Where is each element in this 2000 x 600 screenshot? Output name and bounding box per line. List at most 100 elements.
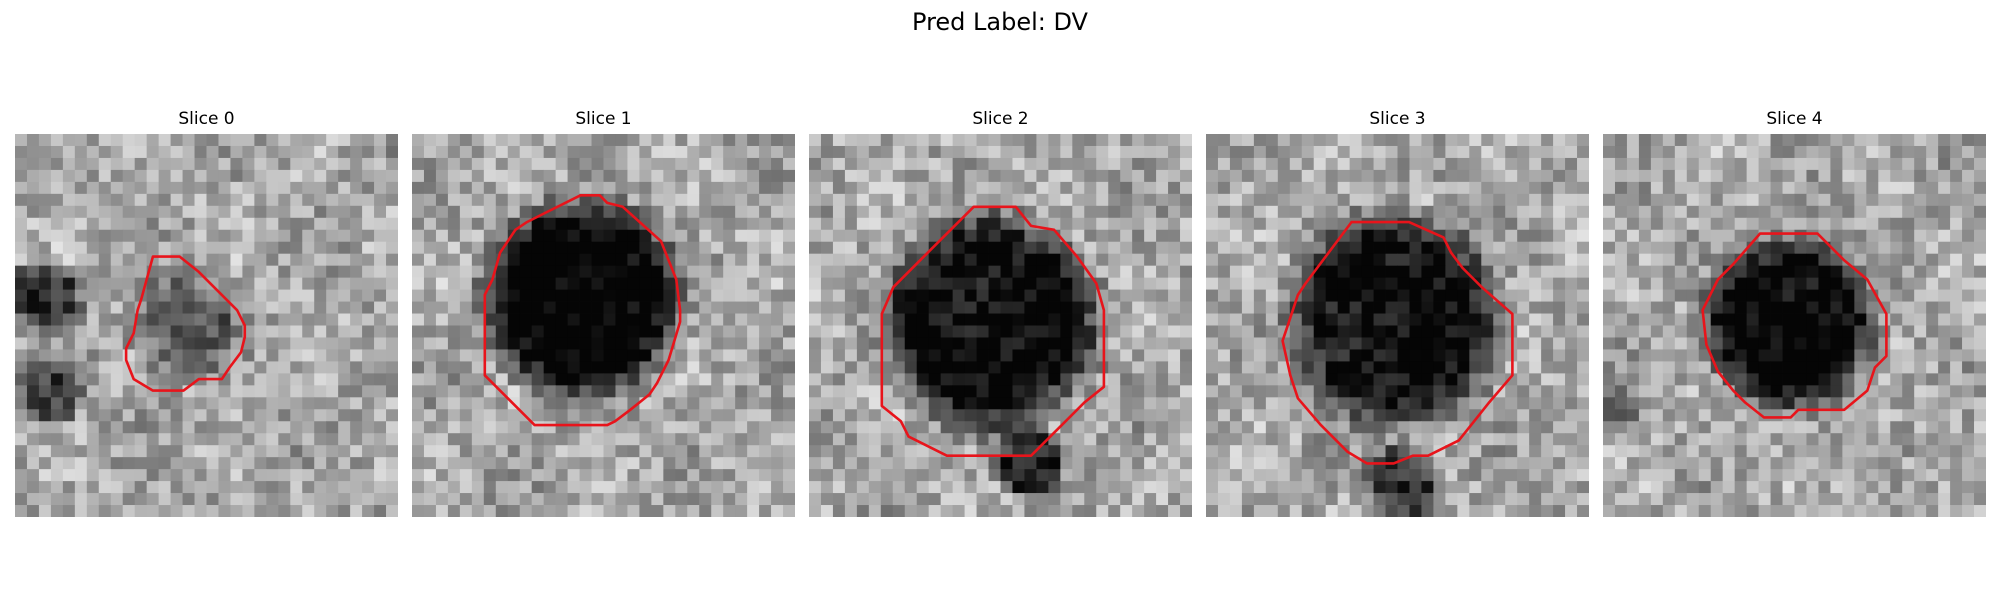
image-pixel (1421, 277, 1434, 290)
image-pixel (1553, 289, 1566, 302)
image-pixel (1397, 205, 1410, 219)
image-pixel (26, 409, 40, 422)
image-pixel (1206, 265, 1219, 279)
image-pixel (1842, 349, 1855, 362)
image-pixel (1770, 373, 1783, 386)
image-pixel (1024, 337, 1037, 350)
image-pixel (230, 241, 243, 255)
image-pixel (1024, 157, 1037, 171)
image-pixel (206, 229, 219, 243)
image-pixel (86, 181, 100, 195)
image-pixel (374, 409, 387, 422)
image-pixel (1734, 181, 1748, 195)
image-pixel (771, 253, 784, 267)
image-pixel (1132, 277, 1145, 290)
image-pixel (1036, 157, 1049, 171)
image-pixel (1108, 445, 1121, 458)
image-pixel (1265, 349, 1279, 362)
image-pixel (1361, 145, 1374, 159)
image-pixel (302, 385, 315, 398)
image-pixel (290, 217, 303, 231)
image-pixel (820, 217, 834, 231)
image-pixel (266, 241, 279, 255)
image-pixel (1217, 157, 1231, 171)
image-pixel (1806, 313, 1819, 326)
image-pixel (567, 469, 580, 482)
image-pixel (459, 169, 473, 183)
image-pixel (1638, 277, 1652, 290)
image-pixel (1565, 409, 1578, 422)
image-pixel (543, 361, 557, 374)
image-pixel (242, 373, 255, 386)
image-pixel (146, 433, 160, 446)
image-pixel (735, 409, 748, 422)
image-pixel (1505, 385, 1518, 398)
image-pixel (1144, 241, 1157, 255)
image-pixel (230, 469, 243, 482)
image-pixel (1373, 229, 1386, 243)
image-pixel (1301, 505, 1315, 517)
image-pixel (218, 457, 231, 470)
image-pixel (687, 493, 700, 506)
image-pixel (1277, 421, 1291, 434)
image-pixel (1168, 397, 1181, 410)
image-pixel (242, 301, 255, 314)
image-pixel (1241, 445, 1255, 458)
image-pixel (783, 229, 795, 243)
image-pixel (1241, 157, 1255, 171)
image-pixel (194, 181, 207, 195)
image-pixel (1265, 505, 1279, 517)
image-pixel (495, 445, 509, 458)
image-pixel (543, 325, 557, 338)
image-pixel (1120, 145, 1133, 159)
image-pixel (447, 325, 461, 338)
image-pixel (1206, 301, 1219, 314)
image-pixel (940, 373, 954, 386)
image-pixel (759, 145, 772, 159)
image-pixel (1686, 325, 1700, 338)
image-pixel (1421, 337, 1434, 350)
image-pixel (988, 193, 1001, 207)
image-pixel (206, 505, 219, 517)
image-pixel (832, 205, 846, 219)
image-pixel (1481, 505, 1494, 517)
image-pixel (1072, 373, 1085, 386)
image-pixel (170, 134, 183, 147)
image-pixel (1974, 313, 1986, 326)
image-pixel (1565, 361, 1578, 374)
image-pixel (1229, 193, 1243, 207)
image-pixel (146, 205, 160, 219)
image-pixel (916, 445, 930, 458)
image-pixel (1036, 241, 1049, 255)
image-pixel (266, 349, 279, 362)
image-pixel (206, 134, 219, 147)
image-pixel (206, 193, 219, 207)
image-pixel (471, 469, 485, 482)
image-pixel (1902, 241, 1915, 255)
image-pixel (1638, 253, 1652, 267)
image-pixel (254, 169, 267, 183)
image-pixel (507, 493, 521, 506)
image-pixel (158, 481, 171, 494)
image-pixel (856, 253, 870, 267)
image-pixel (1445, 337, 1458, 350)
image-pixel (1132, 313, 1145, 326)
image-pixel (471, 505, 485, 517)
image-pixel (471, 301, 485, 314)
image-pixel (1277, 241, 1291, 255)
image-pixel (1553, 457, 1566, 470)
image-pixel (412, 385, 425, 398)
image-pixel (820, 505, 834, 517)
image-pixel (206, 241, 219, 255)
image-pixel (374, 169, 387, 183)
image-pixel (1854, 361, 1867, 374)
image-pixel (302, 493, 315, 506)
image-pixel (1962, 241, 1975, 255)
image-pixel (1096, 193, 1109, 207)
image-pixel (1529, 505, 1542, 517)
image-pixel (1902, 373, 1915, 386)
image-pixel (386, 433, 398, 446)
image-pixel (1180, 397, 1192, 410)
image-pixel (302, 325, 315, 338)
image-pixel (928, 241, 942, 255)
